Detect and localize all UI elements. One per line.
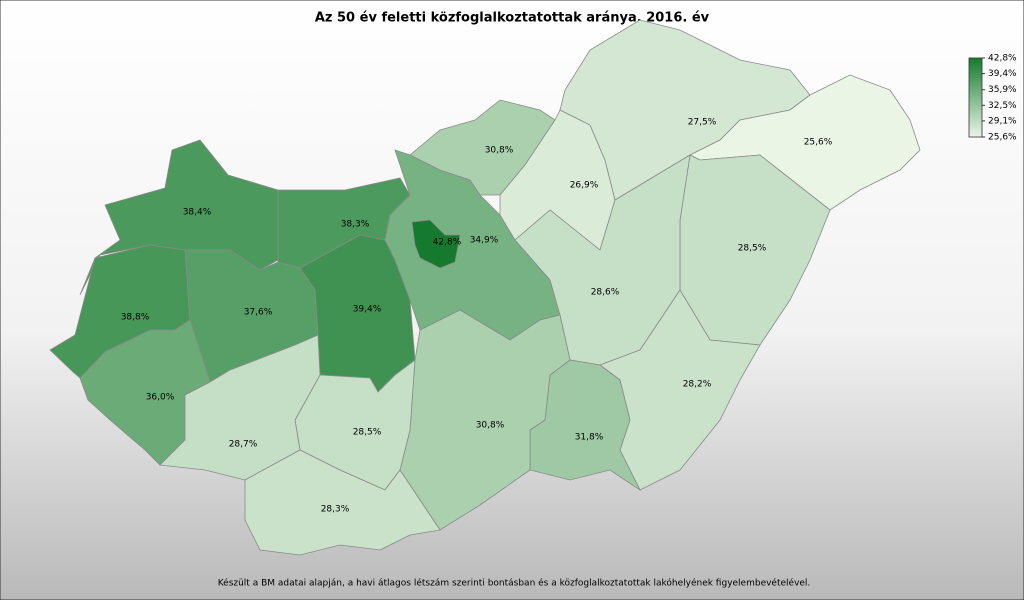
legend-tick-label: 25,6% (988, 133, 1017, 143)
region-label: 28,7% (229, 440, 258, 450)
legend: 42,8% 39,4% 35,9% 32,5% 29,1% 25,6% (968, 54, 1017, 143)
region-label: 39,4% (353, 305, 382, 315)
region-label: 27,5% (688, 118, 717, 128)
region-label: 30,8% (485, 146, 514, 156)
region-label: 42,8% (433, 238, 462, 248)
region-label: 38,8% (121, 313, 150, 323)
legend-tick-label: 35,9% (988, 85, 1017, 95)
legend-tick-label: 29,1% (988, 116, 1017, 126)
region (159, 334, 321, 481)
region-label: 28,5% (738, 244, 767, 254)
footnote: Készült a BM adatai alapján, a havi átla… (218, 578, 811, 589)
region-label: 30,8% (476, 421, 505, 431)
color-bar (968, 57, 983, 138)
region (244, 449, 441, 556)
regions: 38,4% 38,3% 38,8% 37,6% 39,4% 36,0% 34,9% 42,8%… (49, 19, 921, 556)
region-label: 28,5% (353, 428, 382, 438)
region-label: 28,6% (591, 288, 620, 298)
legend-tick-label: 32,5% (988, 101, 1017, 111)
region-label: 28,2% (683, 380, 712, 390)
region-label: 38,4% (183, 208, 212, 218)
chart-title: Az 50 év feletti közfoglalkoztatottak ar… (315, 11, 710, 26)
region-label: 31,8% (575, 433, 604, 443)
region-label: 38,3% (341, 220, 370, 230)
region-label: 34,9% (470, 236, 499, 246)
region-label: 26,9% (570, 181, 599, 191)
legend-tick-label: 39,4% (988, 69, 1017, 79)
region-label: 28,3% (321, 505, 350, 515)
region-label: 36,0% (146, 393, 175, 403)
region-label: 25,6% (804, 138, 833, 148)
region (411, 219, 461, 269)
legend-tick-label: 42,8% (988, 54, 1017, 64)
region-label: 37,6% (244, 308, 273, 318)
